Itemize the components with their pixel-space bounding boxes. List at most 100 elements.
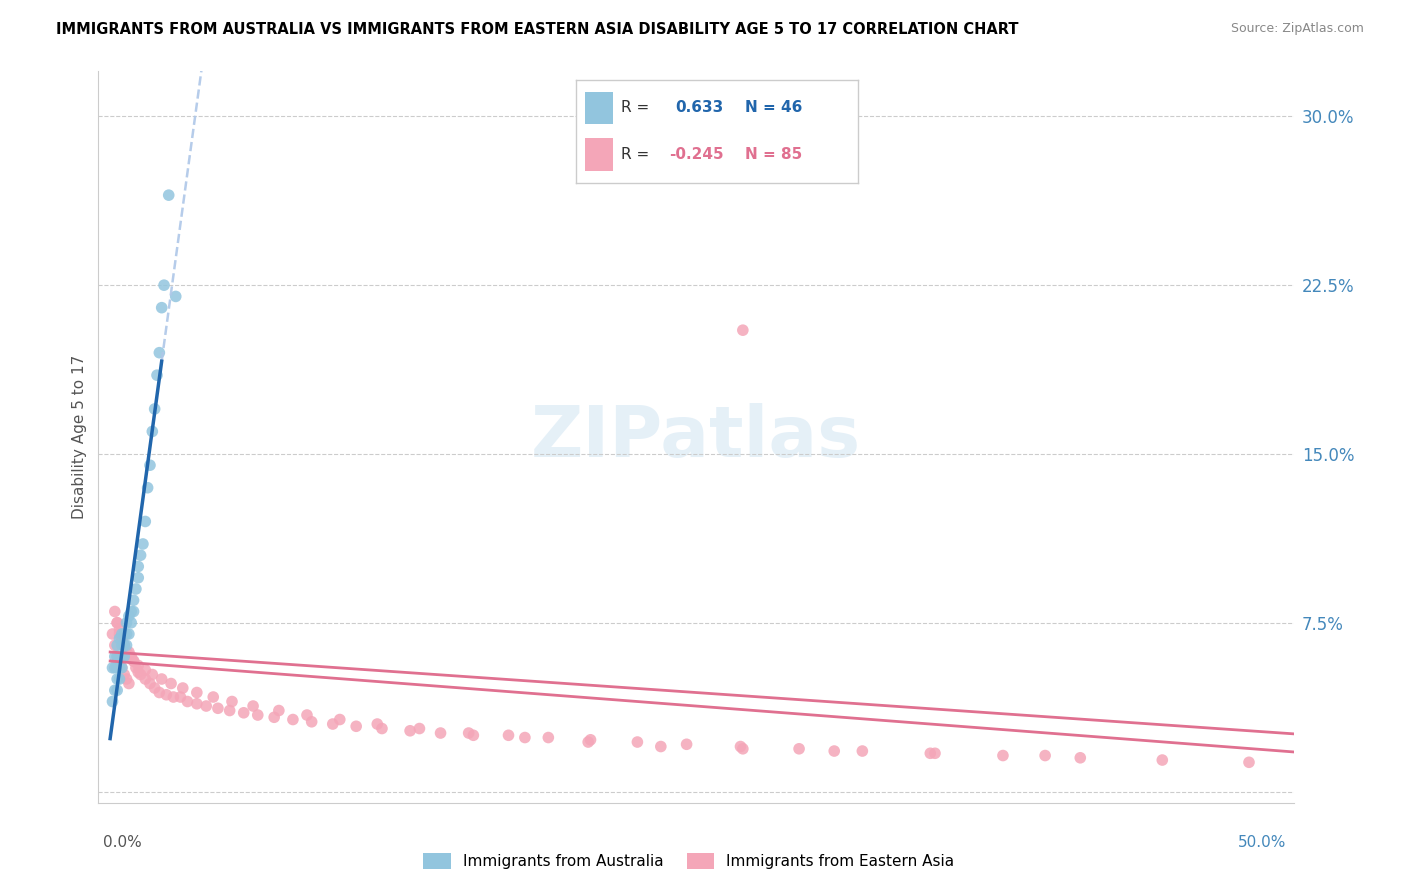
Point [143,681,166,695]
Point [105,661,128,675]
Point [242,699,264,714]
Point [111,632,134,646]
Point [115,638,138,652]
Text: R =: R = [621,146,650,161]
Point [626,735,648,749]
Point [112,638,135,652]
Point [146,368,169,383]
Text: -0.245: -0.245 [669,146,724,161]
Point [120,649,142,664]
Point [141,667,163,681]
Point [246,708,269,723]
Point [176,694,198,708]
Point [344,719,367,733]
Point [111,661,134,675]
Point [579,732,602,747]
Point [105,649,128,664]
Point [576,735,599,749]
Point [104,661,127,675]
Point [148,345,170,359]
Point [105,638,128,652]
Point [118,649,141,664]
Text: 50.0%: 50.0% [1239,836,1286,850]
Point [122,654,145,668]
Point [150,672,173,686]
Point [186,685,208,699]
Text: N = 85: N = 85 [745,146,803,161]
Point [111,632,134,646]
Point [823,744,845,758]
Point [1152,753,1174,767]
Point [513,731,536,745]
Point [118,627,141,641]
Point [112,638,135,652]
Point [650,739,672,754]
Text: 0.0%: 0.0% [103,836,142,850]
Point [104,638,127,652]
Point [132,537,155,551]
Point [120,605,142,619]
Bar [585,137,613,170]
Point [1033,748,1056,763]
Point [108,623,131,637]
Point [195,699,218,714]
Point [104,605,127,619]
Point [101,694,124,708]
Point [122,605,145,619]
Point [112,649,135,664]
Point [150,301,173,315]
Point [115,615,138,630]
Point [851,744,873,758]
Point [787,741,810,756]
Point [101,661,124,675]
Point [111,627,134,641]
Point [186,697,208,711]
Point [920,746,942,760]
Point [457,726,479,740]
Point [125,661,148,675]
Point [108,632,131,646]
Point [129,667,152,681]
Point [429,726,451,740]
Point [125,582,148,596]
Point [127,571,149,585]
Point [105,683,128,698]
Point [105,615,128,630]
Point [127,559,149,574]
Point [108,661,131,675]
Point [104,649,127,664]
Point [301,714,323,729]
Point [108,649,131,664]
Point [263,710,285,724]
Y-axis label: Disability Age 5 to 17: Disability Age 5 to 17 [72,355,87,519]
Point [136,481,159,495]
Point [141,425,163,439]
Point [105,672,128,686]
Point [134,663,156,677]
Legend: Immigrants from Australia, Immigrants from Eastern Asia: Immigrants from Australia, Immigrants fr… [418,847,960,875]
Point [143,401,166,416]
Text: R =: R = [621,101,650,115]
Point [202,690,225,704]
Point [115,627,138,641]
Point [148,685,170,699]
Point [295,708,318,723]
Point [127,665,149,680]
Point [112,667,135,681]
Text: IMMIGRANTS FROM AUSTRALIA VS IMMIGRANTS FROM EASTERN ASIA DISABILITY AGE 5 TO 17: IMMIGRANTS FROM AUSTRALIA VS IMMIGRANTS … [56,22,1019,37]
Text: 0.633: 0.633 [675,101,723,115]
Text: Source: ZipAtlas.com: Source: ZipAtlas.com [1230,22,1364,36]
Point [924,746,946,760]
Point [127,658,149,673]
Point [162,690,184,704]
Point [129,548,152,562]
Point [115,672,138,686]
Point [232,706,254,720]
Point [120,615,142,630]
Point [281,713,304,727]
Point [122,654,145,668]
Point [111,649,134,664]
Point [329,713,352,727]
Point [160,676,183,690]
Point [399,723,422,738]
